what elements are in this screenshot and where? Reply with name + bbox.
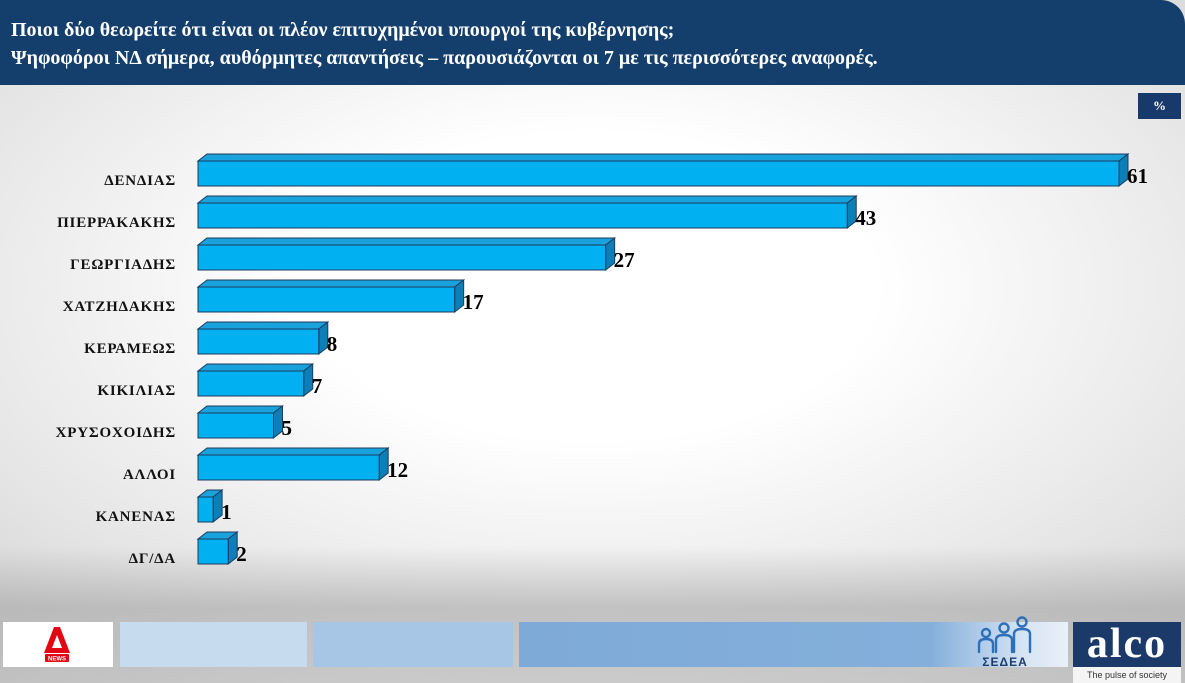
- bar-2: [196, 194, 858, 230]
- bar-9: [196, 488, 224, 524]
- footer-band-2: [313, 622, 513, 667]
- bar-front-face: [197, 538, 229, 565]
- bar-7: [196, 404, 284, 440]
- bar-6: [196, 362, 315, 398]
- value-label: 61: [1127, 164, 1148, 188]
- category-label: ΚΕΡΑΜΕΩΣ: [84, 341, 176, 357]
- bar-front-face: [197, 370, 305, 397]
- bar-8: [196, 446, 390, 482]
- bar-front-face: [197, 496, 214, 523]
- bar-top-face: [196, 237, 617, 246]
- bar-top-face: [196, 363, 315, 372]
- value-label: 1: [221, 500, 232, 524]
- bar-3: [196, 236, 617, 272]
- sedea-logo: ΣΕΔΕΑ: [977, 616, 1032, 669]
- alpha-news-logo: NEWS: [44, 627, 70, 662]
- bar-4: [196, 278, 466, 314]
- category-label: ΑΛΛΟΙ: [123, 467, 176, 483]
- bar-front-face: [197, 160, 1120, 187]
- title-banner: Ποιοι δύο θεωρείτε ότι είναι οι πλέον επ…: [0, 0, 1185, 85]
- unit-badge: %: [1138, 93, 1181, 119]
- value-label: 27: [614, 248, 635, 272]
- alpha-news-logo-box: NEWS: [3, 622, 113, 667]
- category-label: ΚΑΝΕΝΑΣ: [96, 509, 176, 525]
- alco-logo: alco: [1073, 622, 1181, 667]
- bar-top-face: [196, 153, 1130, 162]
- bar-10: [196, 530, 239, 566]
- bar-top-face: [196, 447, 390, 456]
- bar-1: [196, 152, 1130, 188]
- bar-front-face: [197, 286, 456, 313]
- bar-top-face: [196, 279, 466, 288]
- bar-front-face: [197, 454, 380, 481]
- footer-band-3: [519, 622, 1068, 667]
- sedea-logo-text: ΣΕΔΕΑ: [982, 655, 1028, 669]
- bar-front-face: [197, 244, 607, 271]
- chart-title: Ποιοι δύο θεωρείτε ότι είναι οι πλέον επ…: [11, 19, 675, 41]
- bar-front-face: [197, 328, 320, 355]
- footer-band-1: [120, 622, 307, 667]
- bar-top-face: [196, 405, 284, 414]
- value-label: 5: [281, 416, 292, 440]
- category-label: ΔΕΝΔΙΑΣ: [104, 173, 176, 189]
- bar-top-face: [196, 321, 330, 330]
- value-label: 7: [312, 374, 323, 398]
- value-label: 8: [327, 332, 338, 356]
- bar-5: [196, 320, 330, 356]
- value-label: 43: [855, 206, 876, 230]
- category-label: ΚΙΚΙΛΙΑΣ: [97, 383, 176, 399]
- category-label: ΠΙΕΡΡΑΚΑΚΗΣ: [57, 215, 176, 231]
- bar-front-face: [197, 202, 848, 229]
- category-label: ΧΑΤΖΗΔΑΚΗΣ: [63, 299, 176, 315]
- category-label: ΓΕΩΡΓΙΑΔΗΣ: [70, 257, 176, 273]
- svg-text:NEWS: NEWS: [48, 656, 66, 662]
- bar-front-face: [197, 412, 274, 439]
- alco-tagline: The pulse of society: [1073, 667, 1181, 683]
- category-label: ΔΓ/ΔΑ: [129, 551, 176, 567]
- chart-subtitle: Ψηφοφόροι ΝΔ σήμερα, αυθόρμητες απαντήσε…: [11, 47, 878, 69]
- bar-top-face: [196, 195, 858, 204]
- value-label: 2: [236, 542, 247, 566]
- category-label: ΧΡΥΣΟΧΟΙΔΗΣ: [56, 425, 176, 441]
- value-label: 12: [387, 458, 408, 482]
- value-label: 17: [463, 290, 484, 314]
